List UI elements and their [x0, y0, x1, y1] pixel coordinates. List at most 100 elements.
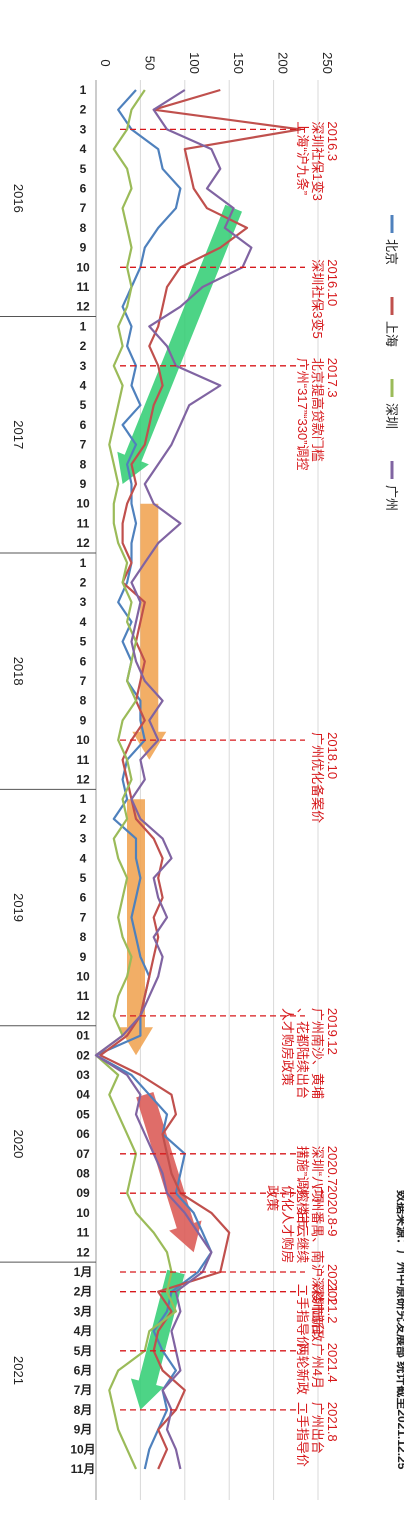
- annotation-text: 广州优化备案价: [310, 732, 325, 823]
- month-label: 9: [80, 713, 87, 727]
- month-label: 02: [76, 1048, 90, 1062]
- month-label: 7: [80, 674, 87, 688]
- month-label: 8: [80, 694, 87, 708]
- annotation-text: 广州南沙、黄埔: [310, 1008, 325, 1099]
- month-label: 1: [80, 319, 87, 333]
- month-label: 09: [76, 1186, 90, 1200]
- annotation-text: 政策: [265, 1185, 280, 1211]
- month-label: 9: [80, 950, 87, 964]
- month-label: 12: [76, 1009, 90, 1023]
- month-label: 9: [80, 477, 87, 491]
- series-line: [94, 89, 177, 1470]
- month-label: 2: [80, 339, 87, 353]
- annotation-text: 人才购房政策: [280, 1008, 295, 1086]
- month-label: 3: [80, 359, 87, 373]
- annotation-text: 2019.12: [325, 1008, 340, 1055]
- month-label: 8: [80, 457, 87, 471]
- year-label: 2021: [11, 1356, 26, 1385]
- trend-arrow: [136, 1092, 202, 1253]
- series-line: [94, 89, 213, 1470]
- month-label: 01: [76, 1029, 90, 1043]
- month-label: 7月: [74, 1383, 93, 1397]
- month-label: 12: [76, 1245, 90, 1259]
- month-label: 11: [77, 753, 90, 767]
- annotation-text: 深圳社保1变3: [310, 121, 325, 200]
- month-label: 8: [80, 930, 87, 944]
- month-label: 2: [80, 812, 87, 826]
- annotation-text: 深圳社保3变5: [310, 259, 325, 338]
- x-tick-label: 200: [276, 52, 291, 74]
- month-label: 2: [80, 103, 87, 117]
- month-label: 10: [76, 733, 90, 747]
- x-tick-label: 100: [187, 52, 202, 74]
- year-label: 2020: [11, 1129, 26, 1158]
- month-label: 10: [76, 260, 90, 274]
- month-label: 11: [77, 989, 90, 1003]
- annotation-text: 措施”调控楼市: [295, 1146, 310, 1228]
- month-label: 8: [80, 221, 87, 235]
- month-label: 4: [80, 142, 87, 156]
- month-label: 5: [80, 162, 87, 176]
- annotation-text: 2016.3: [325, 121, 340, 161]
- month-label: 1: [80, 792, 87, 806]
- month-label: 10: [76, 970, 90, 984]
- month-label: 2: [80, 576, 87, 590]
- month-label: 10月: [70, 1442, 95, 1456]
- x-tick-label: 50: [142, 56, 157, 70]
- month-label: 06: [76, 1127, 90, 1141]
- month-label: 5: [80, 871, 87, 885]
- month-label: 5月: [74, 1344, 93, 1358]
- annotation-text: 2017.3: [325, 358, 340, 398]
- year-label: 2019: [11, 893, 26, 922]
- series-lines: [94, 88, 302, 1470]
- annotation-text: 上海“沪九条”: [295, 121, 310, 195]
- year-label: 2016: [11, 184, 26, 213]
- annotation-text: 2016.10: [325, 259, 340, 306]
- annotation-text: 2020.8-9: [325, 1185, 340, 1236]
- month-label: 3: [80, 122, 87, 136]
- month-label: 1: [80, 83, 87, 97]
- month-label: 11: [77, 280, 90, 294]
- month-label: 6: [80, 418, 87, 432]
- annotation-text: 广州4月: [310, 1343, 325, 1389]
- legend-label: 上海: [384, 321, 399, 347]
- trend-arrow: [117, 204, 242, 485]
- source-text: 数据来源：广州中原研究发展部 统计截至2021.12.25: [395, 1190, 404, 1470]
- annotation-text: 沙、白云继续: [295, 1185, 310, 1263]
- annotation-text: 广州番禺、南: [310, 1185, 325, 1263]
- month-label: 8月: [74, 1403, 93, 1417]
- x-tick-label: 150: [231, 52, 246, 74]
- month-label: 12: [76, 536, 90, 550]
- month-label: 11月: [71, 1462, 96, 1476]
- legend-label: 深圳: [384, 403, 399, 429]
- month-label: 4: [80, 851, 87, 865]
- month-label: 9: [80, 241, 87, 255]
- annotation-text: 、花都陆续出台: [295, 1008, 310, 1099]
- x-tick-label: 250: [320, 52, 335, 74]
- month-label: 6月: [74, 1364, 93, 1378]
- month-label: 7: [80, 201, 87, 215]
- month-label: 4: [80, 615, 87, 629]
- month-label: 10: [76, 1206, 90, 1220]
- month-label: 12: [76, 300, 90, 314]
- month-label: 7: [80, 910, 87, 924]
- annotation-text: 2021.1: [325, 1264, 340, 1304]
- month-label: 12: [76, 773, 90, 787]
- annotation-text: 2021.4: [325, 1343, 340, 1383]
- month-label: 11: [77, 516, 90, 530]
- month-label: 3月: [74, 1304, 93, 1318]
- month-label: 07: [76, 1147, 90, 1161]
- month-label: 4月: [74, 1324, 93, 1338]
- year-label: 2017: [11, 420, 26, 449]
- month-label: 5: [80, 398, 87, 412]
- series-line: [94, 89, 253, 1470]
- month-label: 1月: [74, 1265, 93, 1279]
- annotation-text: 广州“317”“330”调控: [295, 358, 310, 471]
- legend-label: 北京: [384, 239, 399, 265]
- annotation-text: 2020.7: [325, 1146, 340, 1186]
- annotation-text: 优化人才购房: [280, 1185, 295, 1263]
- annotation-text: 二手指导价: [295, 1284, 310, 1349]
- month-label: 6: [80, 654, 87, 668]
